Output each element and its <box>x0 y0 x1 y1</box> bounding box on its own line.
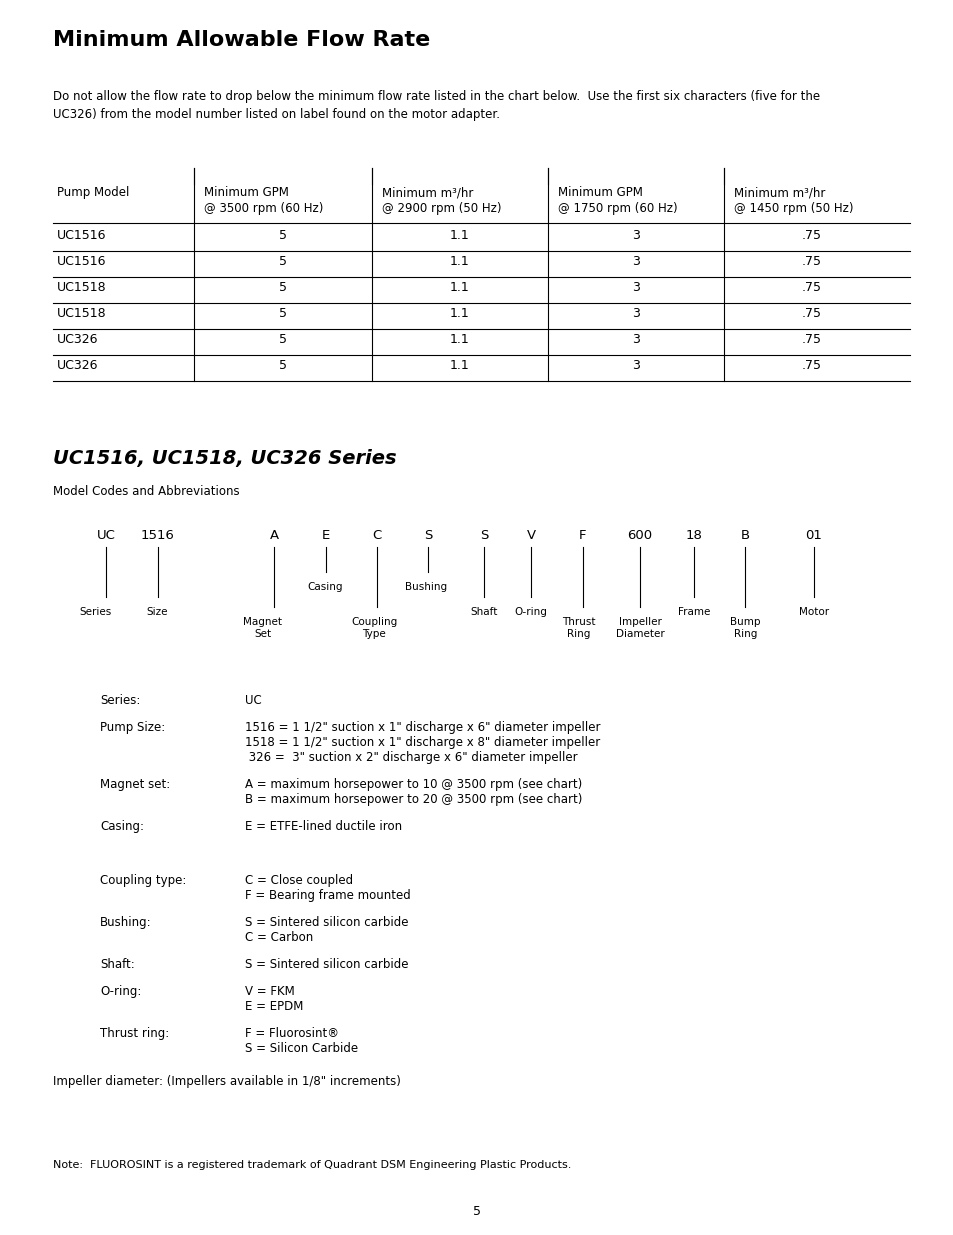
Text: Minimum GPM: Minimum GPM <box>204 186 289 199</box>
Text: C: C <box>372 529 381 542</box>
Text: 1.1: 1.1 <box>450 308 470 320</box>
Text: Thrust ring:: Thrust ring: <box>100 1028 169 1040</box>
Text: Series: Series <box>80 606 112 618</box>
Text: UC326: UC326 <box>57 333 98 346</box>
Text: 5: 5 <box>278 228 287 242</box>
Text: Shaft:: Shaft: <box>100 958 134 971</box>
Text: Frame: Frame <box>678 606 709 618</box>
Text: V = FKM: V = FKM <box>245 986 294 998</box>
Text: 3: 3 <box>632 254 639 268</box>
Text: Casing: Casing <box>308 582 343 592</box>
Text: UC1516: UC1516 <box>57 228 107 242</box>
Text: E = EPDM: E = EPDM <box>245 1000 303 1013</box>
Text: Pump Size:: Pump Size: <box>100 721 165 734</box>
Text: 5: 5 <box>473 1205 480 1218</box>
Text: Minimum m³/hr: Minimum m³/hr <box>733 186 824 199</box>
Text: UC: UC <box>245 694 261 706</box>
Text: C = Carbon: C = Carbon <box>245 931 313 944</box>
Text: E = ETFE-lined ductile iron: E = ETFE-lined ductile iron <box>245 820 402 832</box>
Text: E: E <box>321 529 330 542</box>
Text: Bump
Ring: Bump Ring <box>729 618 760 640</box>
Text: .75: .75 <box>801 282 821 294</box>
Text: 1.1: 1.1 <box>450 333 470 346</box>
Text: @ 3500 rpm (60 Hz): @ 3500 rpm (60 Hz) <box>204 203 323 215</box>
Text: Pump Model: Pump Model <box>57 186 130 199</box>
Text: C = Close coupled: C = Close coupled <box>245 874 353 887</box>
Text: 1.1: 1.1 <box>450 228 470 242</box>
Text: B: B <box>740 529 749 542</box>
Text: .75: .75 <box>801 254 821 268</box>
Text: Coupling type:: Coupling type: <box>100 874 186 887</box>
Text: Series:: Series: <box>100 694 140 706</box>
Text: 5: 5 <box>278 254 287 268</box>
Text: S: S <box>424 529 432 542</box>
Text: 1516: 1516 <box>140 529 174 542</box>
Text: @ 2900 rpm (50 Hz): @ 2900 rpm (50 Hz) <box>381 203 501 215</box>
Text: 5: 5 <box>278 282 287 294</box>
Text: 5: 5 <box>278 359 287 372</box>
Text: @ 1750 rpm (60 Hz): @ 1750 rpm (60 Hz) <box>558 203 677 215</box>
Text: UC1516, UC1518, UC326 Series: UC1516, UC1518, UC326 Series <box>53 450 396 468</box>
Text: Bushing: Bushing <box>404 582 446 592</box>
Text: Bushing:: Bushing: <box>100 916 152 929</box>
Text: Motor: Motor <box>798 606 828 618</box>
Text: Model Codes and Abbreviations: Model Codes and Abbreviations <box>53 485 239 498</box>
Text: F = Fluorosint®: F = Fluorosint® <box>245 1028 338 1040</box>
Text: 600: 600 <box>627 529 652 542</box>
Text: 5: 5 <box>278 333 287 346</box>
Text: 3: 3 <box>632 333 639 346</box>
Text: .75: .75 <box>801 228 821 242</box>
Text: S: S <box>479 529 488 542</box>
Text: .75: .75 <box>801 308 821 320</box>
Text: UC326: UC326 <box>57 359 98 372</box>
Text: UC1516: UC1516 <box>57 254 107 268</box>
Text: Impeller diameter: (Impellers available in 1/8" increments): Impeller diameter: (Impellers available … <box>53 1074 400 1088</box>
Text: .75: .75 <box>801 333 821 346</box>
Text: O-ring: O-ring <box>515 606 547 618</box>
Text: 1.1: 1.1 <box>450 254 470 268</box>
Text: 1516 = 1 1/2" suction x 1" discharge x 6" diameter impeller: 1516 = 1 1/2" suction x 1" discharge x 6… <box>245 721 599 734</box>
Text: S = Silicon Carbide: S = Silicon Carbide <box>245 1042 357 1055</box>
Text: Size: Size <box>147 606 168 618</box>
Text: Coupling
Type: Coupling Type <box>351 618 397 640</box>
Text: 1.1: 1.1 <box>450 282 470 294</box>
Text: Casing:: Casing: <box>100 820 144 832</box>
Text: 3: 3 <box>632 228 639 242</box>
Text: F: F <box>578 529 586 542</box>
Text: 3: 3 <box>632 359 639 372</box>
Text: Magnet
Set: Magnet Set <box>243 618 282 640</box>
Text: Shaft: Shaft <box>470 606 497 618</box>
Text: @ 1450 rpm (50 Hz): @ 1450 rpm (50 Hz) <box>733 203 853 215</box>
Text: 01: 01 <box>804 529 821 542</box>
Text: 1.1: 1.1 <box>450 359 470 372</box>
Text: Thrust
Ring: Thrust Ring <box>561 618 595 640</box>
Text: V: V <box>526 529 536 542</box>
Text: S = Sintered silicon carbide: S = Sintered silicon carbide <box>245 916 408 929</box>
Text: Note:  FLUOROSINT is a registered trademark of Quadrant DSM Engineering Plastic : Note: FLUOROSINT is a registered tradema… <box>53 1160 571 1170</box>
Text: UC1518: UC1518 <box>57 282 107 294</box>
Text: 3: 3 <box>632 282 639 294</box>
Text: A: A <box>270 529 278 542</box>
Text: A = maximum horsepower to 10 @ 3500 rpm (see chart): A = maximum horsepower to 10 @ 3500 rpm … <box>245 778 581 790</box>
Text: 18: 18 <box>685 529 701 542</box>
Text: 3: 3 <box>632 308 639 320</box>
Text: 1518 = 1 1/2" suction x 1" discharge x 8" diameter impeller: 1518 = 1 1/2" suction x 1" discharge x 8… <box>245 736 599 748</box>
Text: O-ring:: O-ring: <box>100 986 141 998</box>
Text: .75: .75 <box>801 359 821 372</box>
Text: Magnet set:: Magnet set: <box>100 778 170 790</box>
Text: Impeller
Diameter: Impeller Diameter <box>615 618 663 640</box>
Text: 5: 5 <box>278 308 287 320</box>
Text: Minimum Allowable Flow Rate: Minimum Allowable Flow Rate <box>53 30 430 49</box>
Text: S = Sintered silicon carbide: S = Sintered silicon carbide <box>245 958 408 971</box>
Text: Do not allow the flow rate to drop below the minimum flow rate listed in the cha: Do not allow the flow rate to drop below… <box>53 90 820 121</box>
Text: B = maximum horsepower to 20 @ 3500 rpm (see chart): B = maximum horsepower to 20 @ 3500 rpm … <box>245 793 581 806</box>
Text: UC1518: UC1518 <box>57 308 107 320</box>
Text: UC: UC <box>96 529 115 542</box>
Text: Minimum m³/hr: Minimum m³/hr <box>381 186 473 199</box>
Text: Minimum GPM: Minimum GPM <box>558 186 642 199</box>
Text: F = Bearing frame mounted: F = Bearing frame mounted <box>245 889 411 902</box>
Text: 326 =  3" suction x 2" discharge x 6" diameter impeller: 326 = 3" suction x 2" discharge x 6" dia… <box>245 751 577 764</box>
